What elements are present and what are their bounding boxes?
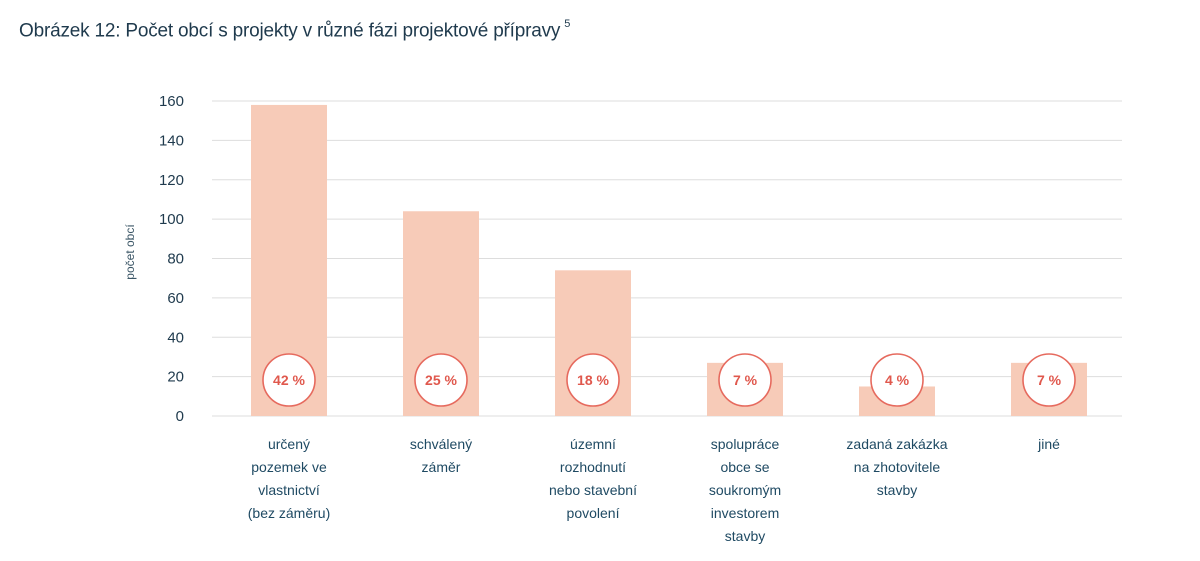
percent-ring — [870, 353, 924, 407]
category-label-line: (bez záměru) — [248, 505, 330, 521]
category-label-line: pozemek ve — [251, 459, 327, 475]
percent-ring — [262, 353, 316, 407]
percent-ring — [1022, 353, 1076, 407]
category-label-line: povolení — [567, 505, 620, 521]
percent-label: 7 % — [733, 372, 758, 388]
percent-label: 18 % — [577, 372, 609, 388]
percent-label: 7 % — [1037, 372, 1062, 388]
y-tick-label: 40 — [167, 329, 184, 346]
category-label-line: investorem — [711, 505, 779, 521]
percent-ring — [566, 353, 620, 407]
y-tick-label: 120 — [159, 172, 184, 189]
percent-ring — [718, 353, 772, 407]
y-tick-label: 100 — [159, 211, 184, 228]
y-tick-label: 0 — [176, 408, 184, 425]
category-label-line: zadaná zakázka — [846, 436, 947, 452]
category-label: jiné — [1037, 436, 1060, 452]
category-label: spolupráce obce se soukromým investorem stav… — [709, 436, 781, 544]
y-tick-label: 140 — [159, 132, 184, 149]
category-label: schválený záměr — [410, 436, 472, 475]
category-label-line: záměr — [422, 459, 461, 475]
chart-title-text: Obrázek 12: Počet obcí s projekty v různ… — [19, 20, 561, 42]
y-tick-label: 160 — [159, 93, 184, 110]
category-label-line: stavby — [725, 528, 765, 544]
percent-ring — [414, 353, 468, 407]
category-label-line: stavby — [877, 482, 917, 498]
category-label-line: určený — [268, 436, 310, 452]
percent-label: 4 % — [885, 372, 910, 388]
category-label-line: schválený — [410, 436, 472, 452]
category-label: územní rozhodnutí nebo stavební povolení — [549, 436, 637, 521]
percent-label: 42 % — [273, 372, 305, 388]
y-tick-label: 80 — [167, 251, 184, 268]
category-label-line: územní — [570, 436, 616, 452]
category-label-line: na zhotovitele — [854, 459, 941, 475]
y-tick-label: 20 — [167, 369, 184, 386]
category-label-line: nebo stavební — [549, 482, 637, 498]
category-label-line: obce se — [720, 459, 769, 475]
percent-label: 25 % — [425, 372, 457, 388]
category-label-line: spolupráce — [711, 436, 780, 452]
category-label-line: jiné — [1037, 436, 1060, 452]
y-tick-label: 60 — [167, 290, 184, 307]
category-label: zadaná zakázka na zhotovitele stavby — [846, 436, 947, 498]
category-label-line: rozhodnutí — [560, 459, 626, 475]
y-axis-label: počet obcí — [123, 224, 137, 280]
chart-title: Obrázek 12: Počet obcí s projekty v různ… — [19, 18, 571, 42]
category-label-line: vlastnictví — [258, 482, 320, 498]
category-label-line: soukromým — [709, 482, 781, 498]
footnote-marker: 5 — [564, 18, 571, 30]
category-label: určený pozemek ve vlastnictví (bez záměru) — [248, 436, 330, 521]
